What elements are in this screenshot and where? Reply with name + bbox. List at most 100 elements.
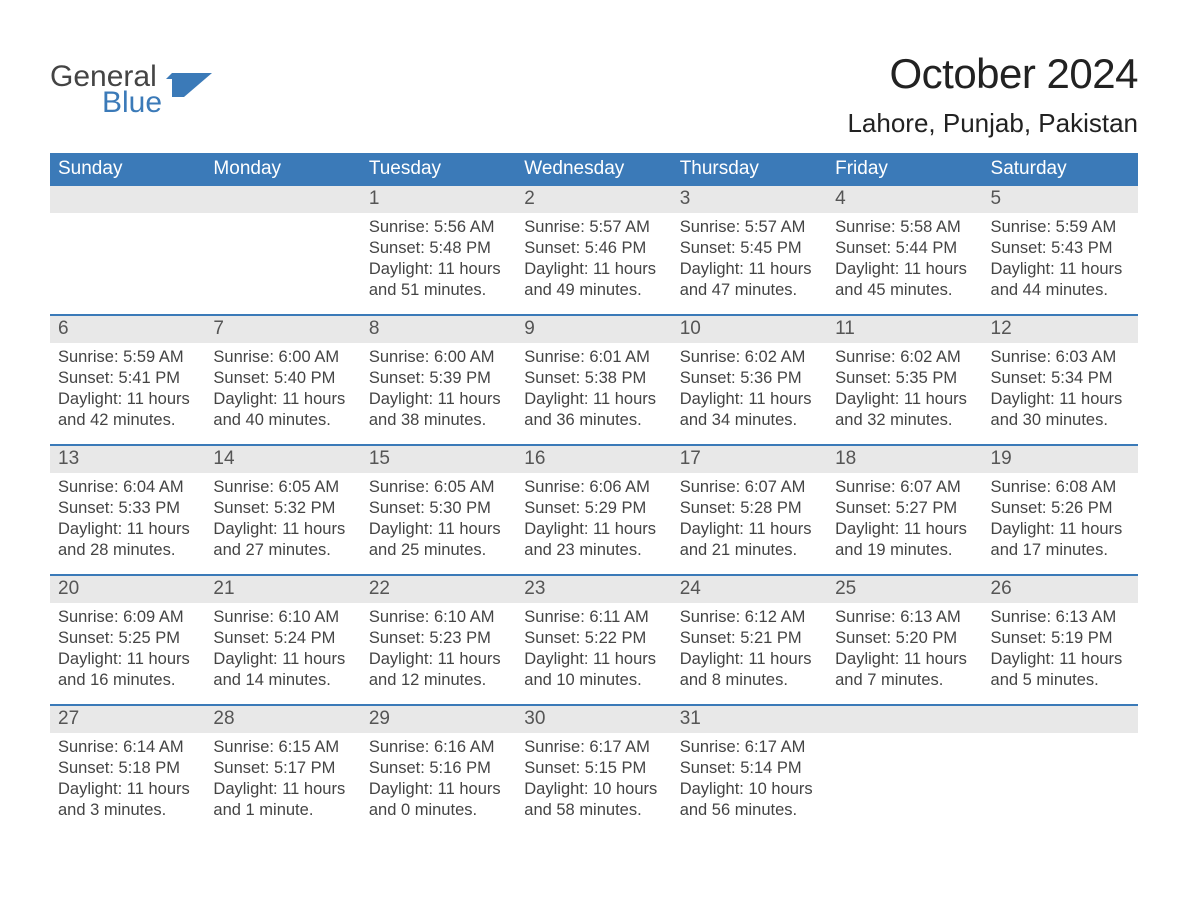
weekday-header-cell: Friday xyxy=(827,153,982,186)
day-details: Sunrise: 6:10 AMSunset: 5:24 PMDaylight:… xyxy=(205,603,360,691)
day-number: 23 xyxy=(516,576,671,603)
daylight-line: Daylight: 11 hours and 12 minutes. xyxy=(369,649,508,691)
calendar-day-cell: 26Sunrise: 6:13 AMSunset: 5:19 PMDayligh… xyxy=(983,576,1138,704)
sunset-line: Sunset: 5:35 PM xyxy=(835,368,974,389)
day-number: 26 xyxy=(983,576,1138,603)
sunrise-line: Sunrise: 6:10 AM xyxy=(213,607,352,628)
sunset-line: Sunset: 5:18 PM xyxy=(58,758,197,779)
daylight-line: Daylight: 11 hours and 27 minutes. xyxy=(213,519,352,561)
sunset-line: Sunset: 5:44 PM xyxy=(835,238,974,259)
logo-text: General Blue xyxy=(50,62,162,118)
calendar-day-cell: 2Sunrise: 5:57 AMSunset: 5:46 PMDaylight… xyxy=(516,186,671,314)
calendar-day-cell: 8Sunrise: 6:00 AMSunset: 5:39 PMDaylight… xyxy=(361,316,516,444)
sunset-line: Sunset: 5:16 PM xyxy=(369,758,508,779)
day-number: 16 xyxy=(516,446,671,473)
day-details: Sunrise: 5:57 AMSunset: 5:46 PMDaylight:… xyxy=(516,213,671,301)
daylight-line: Daylight: 11 hours and 28 minutes. xyxy=(58,519,197,561)
daylight-line: Daylight: 11 hours and 0 minutes. xyxy=(369,779,508,821)
daylight-line: Daylight: 11 hours and 42 minutes. xyxy=(58,389,197,431)
calendar-day-cell xyxy=(827,706,982,834)
sunrise-line: Sunrise: 5:59 AM xyxy=(58,347,197,368)
day-number: 7 xyxy=(205,316,360,343)
day-number: 25 xyxy=(827,576,982,603)
calendar-day-cell: 21Sunrise: 6:10 AMSunset: 5:24 PMDayligh… xyxy=(205,576,360,704)
weekday-header-row: SundayMondayTuesdayWednesdayThursdayFrid… xyxy=(50,153,1138,186)
header: General Blue October 2024 Lahore, Punjab… xyxy=(50,50,1138,139)
sunrise-line: Sunrise: 5:59 AM xyxy=(991,217,1130,238)
daylight-line: Daylight: 11 hours and 5 minutes. xyxy=(991,649,1130,691)
day-number xyxy=(50,186,205,213)
weekday-header-cell: Tuesday xyxy=(361,153,516,186)
day-details: Sunrise: 6:00 AMSunset: 5:40 PMDaylight:… xyxy=(205,343,360,431)
calendar-day-cell: 9Sunrise: 6:01 AMSunset: 5:38 PMDaylight… xyxy=(516,316,671,444)
day-details: Sunrise: 6:04 AMSunset: 5:33 PMDaylight:… xyxy=(50,473,205,561)
calendar-day-cell: 16Sunrise: 6:06 AMSunset: 5:29 PMDayligh… xyxy=(516,446,671,574)
sunset-line: Sunset: 5:30 PM xyxy=(369,498,508,519)
day-number: 14 xyxy=(205,446,360,473)
title-block: October 2024 Lahore, Punjab, Pakistan xyxy=(847,50,1138,139)
sunset-line: Sunset: 5:22 PM xyxy=(524,628,663,649)
sunrise-line: Sunrise: 6:13 AM xyxy=(991,607,1130,628)
day-number xyxy=(827,706,982,733)
calendar-day-cell: 7Sunrise: 6:00 AMSunset: 5:40 PMDaylight… xyxy=(205,316,360,444)
day-details: Sunrise: 5:58 AMSunset: 5:44 PMDaylight:… xyxy=(827,213,982,301)
sunset-line: Sunset: 5:21 PM xyxy=(680,628,819,649)
calendar-day-cell: 11Sunrise: 6:02 AMSunset: 5:35 PMDayligh… xyxy=(827,316,982,444)
day-details: Sunrise: 6:03 AMSunset: 5:34 PMDaylight:… xyxy=(983,343,1138,431)
sunset-line: Sunset: 5:29 PM xyxy=(524,498,663,519)
day-number: 5 xyxy=(983,186,1138,213)
sunset-line: Sunset: 5:38 PM xyxy=(524,368,663,389)
daylight-line: Daylight: 10 hours and 58 minutes. xyxy=(524,779,663,821)
sunrise-line: Sunrise: 6:05 AM xyxy=(213,477,352,498)
sunrise-line: Sunrise: 6:15 AM xyxy=(213,737,352,758)
sunset-line: Sunset: 5:20 PM xyxy=(835,628,974,649)
daylight-line: Daylight: 11 hours and 49 minutes. xyxy=(524,259,663,301)
calendar-day-cell: 15Sunrise: 6:05 AMSunset: 5:30 PMDayligh… xyxy=(361,446,516,574)
day-number: 1 xyxy=(361,186,516,213)
daylight-line: Daylight: 11 hours and 8 minutes. xyxy=(680,649,819,691)
calendar-day-cell: 31Sunrise: 6:17 AMSunset: 5:14 PMDayligh… xyxy=(672,706,827,834)
calendar-week-row: 20Sunrise: 6:09 AMSunset: 5:25 PMDayligh… xyxy=(50,574,1138,704)
sunset-line: Sunset: 5:45 PM xyxy=(680,238,819,259)
logo-flag-icon xyxy=(166,73,212,108)
daylight-line: Daylight: 11 hours and 3 minutes. xyxy=(58,779,197,821)
day-number: 31 xyxy=(672,706,827,733)
location-subtitle: Lahore, Punjab, Pakistan xyxy=(847,108,1138,139)
sunrise-line: Sunrise: 6:02 AM xyxy=(680,347,819,368)
day-number xyxy=(205,186,360,213)
weekday-header-cell: Thursday xyxy=(672,153,827,186)
daylight-line: Daylight: 11 hours and 23 minutes. xyxy=(524,519,663,561)
daylight-line: Daylight: 11 hours and 14 minutes. xyxy=(213,649,352,691)
calendar-week-row: 27Sunrise: 6:14 AMSunset: 5:18 PMDayligh… xyxy=(50,704,1138,834)
logo-word-blue: Blue xyxy=(102,88,162,118)
day-details: Sunrise: 6:11 AMSunset: 5:22 PMDaylight:… xyxy=(516,603,671,691)
sunrise-line: Sunrise: 6:13 AM xyxy=(835,607,974,628)
sunrise-line: Sunrise: 6:07 AM xyxy=(680,477,819,498)
calendar-day-cell: 27Sunrise: 6:14 AMSunset: 5:18 PMDayligh… xyxy=(50,706,205,834)
logo: General Blue xyxy=(50,62,212,118)
sunrise-line: Sunrise: 6:00 AM xyxy=(213,347,352,368)
calendar-day-cell: 28Sunrise: 6:15 AMSunset: 5:17 PMDayligh… xyxy=(205,706,360,834)
day-number: 27 xyxy=(50,706,205,733)
day-details: Sunrise: 6:08 AMSunset: 5:26 PMDaylight:… xyxy=(983,473,1138,561)
calendar-day-cell: 18Sunrise: 6:07 AMSunset: 5:27 PMDayligh… xyxy=(827,446,982,574)
day-details: Sunrise: 6:16 AMSunset: 5:16 PMDaylight:… xyxy=(361,733,516,821)
sunset-line: Sunset: 5:32 PM xyxy=(213,498,352,519)
sunrise-line: Sunrise: 5:56 AM xyxy=(369,217,508,238)
sunset-line: Sunset: 5:43 PM xyxy=(991,238,1130,259)
calendar-week-row: 1Sunrise: 5:56 AMSunset: 5:48 PMDaylight… xyxy=(50,186,1138,314)
sunset-line: Sunset: 5:46 PM xyxy=(524,238,663,259)
day-number: 6 xyxy=(50,316,205,343)
day-number: 29 xyxy=(361,706,516,733)
sunrise-line: Sunrise: 6:17 AM xyxy=(680,737,819,758)
day-details: Sunrise: 6:01 AMSunset: 5:38 PMDaylight:… xyxy=(516,343,671,431)
day-details: Sunrise: 6:09 AMSunset: 5:25 PMDaylight:… xyxy=(50,603,205,691)
day-details: Sunrise: 5:57 AMSunset: 5:45 PMDaylight:… xyxy=(672,213,827,301)
sunrise-line: Sunrise: 6:11 AM xyxy=(524,607,663,628)
daylight-line: Daylight: 11 hours and 10 minutes. xyxy=(524,649,663,691)
daylight-line: Daylight: 11 hours and 44 minutes. xyxy=(991,259,1130,301)
day-details: Sunrise: 6:17 AMSunset: 5:14 PMDaylight:… xyxy=(672,733,827,821)
sunset-line: Sunset: 5:15 PM xyxy=(524,758,663,779)
day-details: Sunrise: 6:10 AMSunset: 5:23 PMDaylight:… xyxy=(361,603,516,691)
sunrise-line: Sunrise: 6:10 AM xyxy=(369,607,508,628)
